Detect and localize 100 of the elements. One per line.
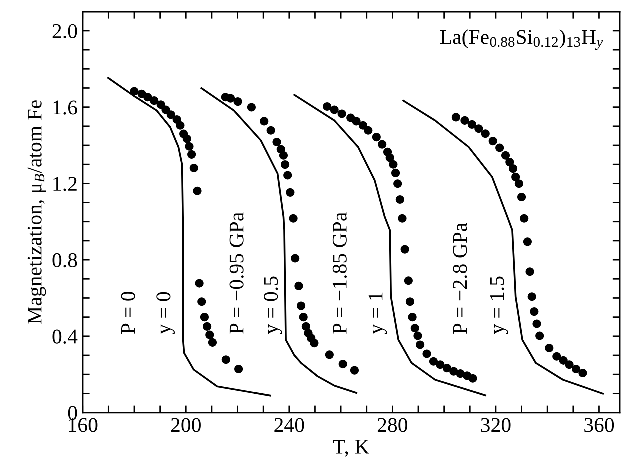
annotation: y = 0.5	[264, 276, 282, 334]
point	[286, 188, 295, 197]
point	[468, 120, 476, 129]
point	[552, 352, 562, 361]
line-series	[200, 88, 358, 394]
x-axis-title: T, K	[333, 440, 370, 457]
point	[289, 214, 298, 223]
point	[520, 214, 529, 223]
point	[416, 340, 425, 350]
y-tick-label: 0.8	[52, 253, 78, 268]
point	[398, 214, 407, 223]
point	[526, 268, 534, 276]
y-tick-label: 0	[68, 406, 78, 420]
point	[130, 87, 139, 96]
point	[468, 374, 478, 383]
y-tick-label: 1.2	[54, 177, 77, 192]
point	[545, 344, 554, 353]
point	[488, 137, 498, 146]
point	[508, 164, 518, 174]
point	[532, 320, 542, 328]
point	[193, 186, 202, 196]
x-tick-label: 200	[171, 418, 201, 432]
point	[190, 164, 198, 173]
point	[414, 332, 422, 340]
point	[247, 103, 256, 112]
point	[408, 313, 417, 322]
point	[310, 339, 319, 348]
point	[450, 367, 458, 376]
point	[234, 98, 242, 106]
annotation: P = 0	[121, 292, 136, 334]
point	[195, 279, 204, 288]
point	[578, 368, 588, 378]
point	[386, 154, 394, 162]
x-tick-label: 240	[274, 418, 304, 432]
point	[325, 350, 334, 360]
point	[284, 171, 292, 180]
point	[481, 130, 490, 138]
point	[182, 134, 192, 144]
annotation: La(Fe$_{0.88}$Si$_{0.12}$)$_{13}$H$_{y}$	[440, 30, 604, 50]
point	[144, 93, 152, 102]
point	[222, 356, 230, 364]
point	[501, 151, 510, 160]
line-series	[402, 100, 604, 395]
point	[280, 160, 290, 170]
point	[208, 338, 218, 347]
point	[422, 350, 432, 358]
point	[572, 364, 581, 374]
point	[350, 366, 360, 375]
point	[352, 117, 361, 126]
x-tick-label: 320	[481, 418, 511, 432]
point	[372, 133, 381, 142]
point	[514, 180, 524, 188]
point	[297, 302, 306, 310]
point	[474, 124, 484, 134]
annotation: y = 0	[156, 292, 176, 334]
point	[512, 172, 520, 182]
point	[392, 168, 400, 178]
annotation: P = −0.95 GPa	[230, 212, 244, 334]
point	[452, 113, 460, 122]
point	[279, 151, 288, 160]
point	[206, 330, 214, 340]
point	[330, 106, 339, 114]
point	[166, 110, 176, 120]
point	[389, 160, 398, 169]
x-tick-label: 360	[584, 418, 614, 432]
point	[436, 360, 445, 370]
point	[156, 100, 166, 110]
point	[559, 356, 568, 365]
point	[358, 121, 368, 130]
point	[185, 142, 194, 151]
point	[272, 138, 282, 147]
point	[429, 357, 438, 366]
point	[338, 110, 346, 118]
x-tick-label: 280	[378, 418, 408, 432]
point	[496, 144, 504, 152]
annotation: y = 1	[368, 292, 388, 334]
line-series	[294, 94, 487, 396]
point	[565, 360, 574, 370]
point	[338, 360, 348, 369]
point	[188, 150, 196, 159]
point	[410, 324, 420, 333]
y-tick-label: 2.0	[52, 24, 78, 38]
point	[200, 313, 210, 322]
point	[517, 192, 526, 202]
point	[150, 96, 159, 106]
point	[528, 292, 536, 302]
annotation: P = −2.8 GPa	[453, 223, 468, 334]
point	[530, 308, 539, 316]
y-tick-label: 1.6	[54, 100, 78, 115]
point	[234, 364, 244, 374]
annotation: y = 1.5	[490, 276, 508, 334]
point	[323, 102, 332, 112]
point	[198, 298, 206, 306]
annotation: P = −1.85 GPa	[332, 212, 348, 334]
point	[176, 121, 185, 130]
x-tick-label: 160	[69, 418, 98, 432]
point	[523, 238, 532, 246]
point	[404, 276, 413, 286]
point	[396, 195, 404, 204]
point	[442, 364, 452, 373]
